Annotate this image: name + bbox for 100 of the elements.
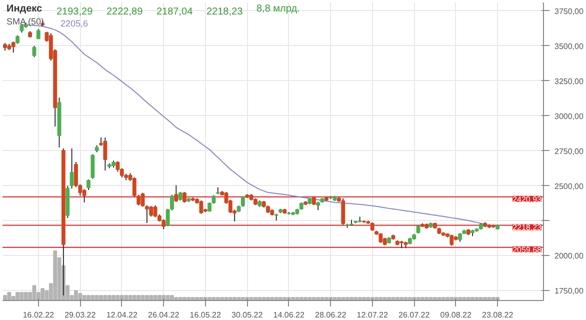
bar [420,297,424,300]
bar [195,297,199,300]
x-tick-label: 29.03.22 [64,310,96,320]
bar [266,297,270,300]
bar [136,295,141,300]
bar [40,288,45,300]
bar [282,297,287,300]
bar [258,297,262,300]
bar [20,292,24,300]
bar [199,297,204,300]
bar [299,297,304,300]
bar [354,297,358,300]
candlestick [116,160,120,172]
candlestick [90,154,95,180]
bar [341,297,346,300]
bar [99,295,103,300]
x-tick-label: 09.08.22 [440,310,472,320]
ref-line-label: 2059,68 [512,245,542,254]
bar [74,290,78,300]
bar [103,295,108,300]
x-tick-label: 16.02.22 [22,310,55,320]
bar [316,297,320,300]
x-tick-label: 12.07.22 [356,310,388,320]
annotation: 2218,23 [206,6,244,18]
candlestick [199,200,204,214]
bar [441,297,446,300]
bar [274,297,278,300]
bar [428,297,433,300]
bar [144,295,149,300]
chart-title: Индекс [6,4,43,14]
bar [16,292,20,300]
annotation: 2187,04 [156,6,194,18]
bar [336,297,341,300]
bar [304,297,308,300]
candlestick [103,137,108,172]
candlestick [32,45,36,58]
bar [462,297,466,300]
bar [24,292,28,300]
ref-line-label: 2218,23 [512,223,542,232]
candlestick [36,28,40,40]
bar [216,297,220,300]
x-tick-label: 30.05.22 [232,310,264,320]
x-tick-label: 26.07.22 [398,310,430,320]
bar [94,295,99,300]
bar [178,297,182,300]
candlestick [140,192,145,208]
bar [362,297,366,300]
bar [270,297,274,300]
bar [107,295,112,300]
bar [254,297,258,300]
y-tick-label: 2000,00 [554,252,584,261]
x-tick-label: 14.06.22 [273,310,305,320]
candlestick [450,234,454,246]
bar [408,297,412,300]
candlestick [82,188,86,203]
candlestick [378,232,383,244]
bar [312,297,316,300]
bar [387,297,392,300]
x-tick-label: 23.08.22 [482,310,514,320]
bar [170,295,174,300]
ref-line-label: 2420,93 [512,194,542,204]
bar [124,295,128,300]
bar [437,297,442,300]
bar [446,297,450,300]
bar [53,250,58,300]
candlestick [86,178,90,190]
bar [149,295,154,300]
bar [433,297,437,300]
y-tick-label: 3750,00 [554,6,584,16]
y-tick-label: 3000,00 [554,112,584,121]
x-tick-label: 16.05.22 [190,310,222,320]
bar [345,297,350,300]
bar [174,297,178,300]
candlestick [70,148,74,190]
bar [208,297,212,300]
candlestick [153,204,158,218]
y-tick-label: 2750,00 [554,146,584,156]
bar [474,297,479,300]
bar [86,295,90,300]
bar [11,296,16,300]
bar [366,297,370,300]
bar [166,295,170,300]
bar [7,292,12,300]
bar [78,293,82,300]
bar [182,297,186,300]
bar [483,297,488,300]
bar [262,297,266,300]
bar [470,297,474,300]
bar [424,297,429,300]
bar [395,297,400,300]
bar [157,295,162,300]
x-tick-label: 12.04.22 [106,310,138,320]
bar [278,297,282,300]
bar [82,295,86,300]
bar [240,297,245,300]
bar [112,295,116,300]
series-label: SMA (50) [6,16,44,26]
bar [190,297,195,300]
candlestick [182,192,186,204]
bar [3,295,7,300]
